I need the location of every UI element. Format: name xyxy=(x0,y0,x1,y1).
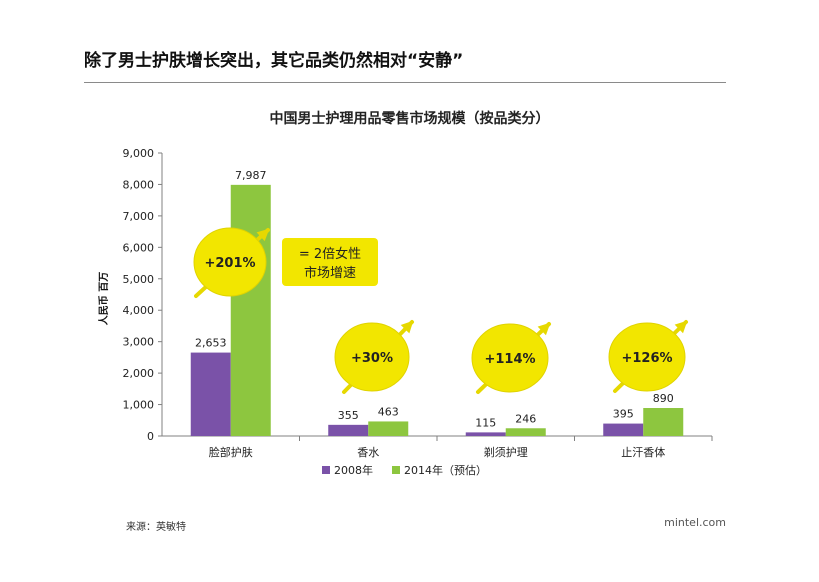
growth-arrowhead xyxy=(400,320,414,334)
callout-line-1: = 2倍女性 xyxy=(299,246,361,262)
data-label: 463 xyxy=(378,405,399,418)
y-tick-label: 9,000 xyxy=(123,147,155,160)
callout-line-2: 市场增速 xyxy=(304,265,356,281)
growth-bubble xyxy=(193,227,267,297)
growth-bubble xyxy=(334,322,410,392)
y-axis-title: 人民币 百万 xyxy=(97,272,110,325)
growth-label: +30% xyxy=(351,351,393,366)
legend-swatch-2008 xyxy=(322,466,330,474)
data-label: 890 xyxy=(653,392,674,405)
x-tick-label: 香水 xyxy=(357,446,379,459)
bar-2008 xyxy=(190,352,231,436)
data-label: 395 xyxy=(613,408,634,421)
source-note: 来源：英敏特 xyxy=(126,522,186,533)
headline-divider xyxy=(84,82,726,83)
x-tick-label: 止汗香体 xyxy=(621,445,665,459)
legend-label: 2014年（预估） xyxy=(404,463,487,477)
data-label: 246 xyxy=(515,412,536,425)
growth-bubble xyxy=(471,323,549,393)
bar-2014 xyxy=(368,421,409,436)
data-label: 355 xyxy=(338,409,359,422)
y-tick-label: 5,000 xyxy=(123,273,155,286)
y-tick-label: 1,000 xyxy=(123,399,155,412)
bar-2014 xyxy=(643,408,684,436)
y-tick-label: 4,000 xyxy=(123,304,155,317)
chart-title: 中国男士护理用品零售市场规模（按品类分） xyxy=(269,111,550,127)
y-tick-label: 0 xyxy=(147,430,154,443)
x-tick-label: 剃须护理 xyxy=(484,445,528,459)
headline: 除了男士护肤增长突出，其它品类仍然相对“安静” xyxy=(84,51,464,71)
bar-2008 xyxy=(465,432,506,436)
bar-2014 xyxy=(505,428,546,436)
legend-swatch-2014 xyxy=(392,466,400,474)
data-label: 2,653 xyxy=(195,337,227,350)
y-tick-label: 2,000 xyxy=(123,367,155,380)
y-tick-label: 3,000 xyxy=(123,336,155,349)
legend-label: 2008年 xyxy=(334,463,373,477)
data-label: 115 xyxy=(475,416,496,429)
x-tick-label: 脸部护肤 xyxy=(209,445,253,459)
growth-label: +201% xyxy=(204,256,255,271)
growth-label: +126% xyxy=(621,351,672,366)
growth-arrowhead xyxy=(674,320,688,334)
growth-arrowhead xyxy=(537,322,551,336)
bar-2008 xyxy=(603,423,644,436)
growth-label: +114% xyxy=(484,352,535,367)
callout-box xyxy=(282,238,378,286)
y-tick-label: 7,000 xyxy=(123,210,155,223)
brand-link[interactable]: mintel.com xyxy=(664,516,726,529)
y-tick-label: 6,000 xyxy=(123,241,155,254)
bar-2008 xyxy=(328,424,369,436)
data-label: 7,987 xyxy=(235,169,267,182)
bar-2014 xyxy=(230,184,271,436)
growth-bubble xyxy=(608,322,686,392)
y-tick-label: 8,000 xyxy=(123,178,155,191)
growth-arrowhead xyxy=(256,228,270,242)
